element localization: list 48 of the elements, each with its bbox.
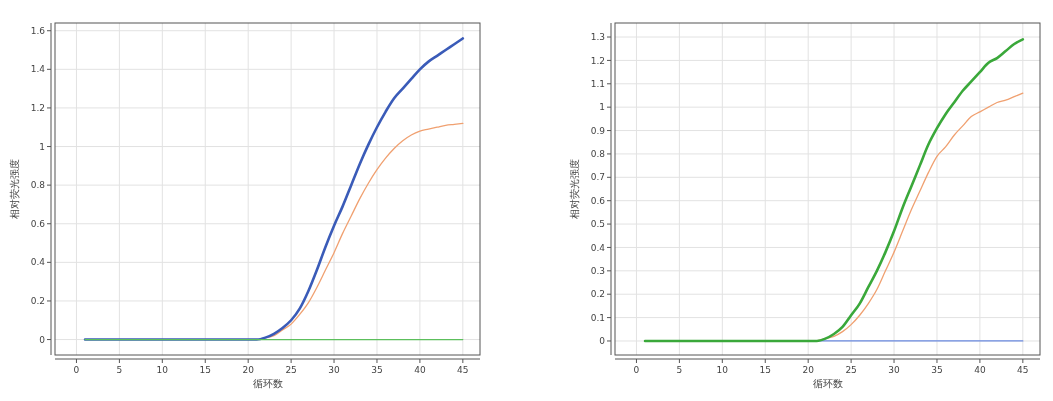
x-tick-label: 10 <box>716 365 729 375</box>
y-axis-title: 相对荧光强度 <box>569 159 580 219</box>
x-tick-label: 40 <box>974 365 986 375</box>
x-tick-label: 15 <box>199 365 211 375</box>
y-tick-label: 1.6 <box>30 25 46 36</box>
y-tick-label: 0.4 <box>590 242 606 253</box>
x-tick-label: 40 <box>414 365 426 375</box>
y-tick-label: 0.2 <box>590 289 605 300</box>
y-tick-label: 0.6 <box>590 195 606 206</box>
y-tick-label: 1 <box>599 102 605 113</box>
line-series <box>643 38 1025 343</box>
x-tick-label: 20 <box>242 365 255 375</box>
y-tick-label: 0.3 <box>590 265 605 276</box>
x-tick-label: 30 <box>328 365 341 375</box>
x-tick-label: 45 <box>1017 365 1029 375</box>
x-tick-label: 25 <box>285 365 297 375</box>
y-tick-label: 0.1 <box>590 312 605 323</box>
y-tick-label: 0.6 <box>30 218 46 229</box>
x-tick-label: 15 <box>759 365 771 375</box>
y-tick-label: 1.3 <box>590 32 605 43</box>
x-axis-title: 循环数 <box>812 378 843 389</box>
y-tick-label: 1.4 <box>30 64 46 75</box>
y-tick-label: 1.2 <box>30 103 45 114</box>
x-tick-label: 35 <box>371 365 383 375</box>
x-tick-label: 45 <box>457 365 469 375</box>
y-tick-label: 0.5 <box>590 219 605 230</box>
y-tick-label: 0.7 <box>590 172 605 183</box>
x-tick-label: 5 <box>116 365 123 375</box>
y-tick-label: 1 <box>39 141 45 152</box>
y-tick-label: 0.9 <box>590 125 606 136</box>
y-tick-label: 0.8 <box>590 149 606 160</box>
x-tick-label: 10 <box>156 365 169 375</box>
x-tick-label: 0 <box>73 365 80 375</box>
y-tick-label: 0.4 <box>30 257 46 268</box>
y-tick-label: 1.2 <box>590 55 605 66</box>
x-tick-label: 5 <box>676 365 683 375</box>
x-axis-title: 循环数 <box>252 378 283 389</box>
x-tick-label: 35 <box>931 365 943 375</box>
x-tick-label: 25 <box>845 365 857 375</box>
x-tick-label: 0 <box>633 365 640 375</box>
y-tick-label: 0 <box>39 334 46 345</box>
x-tick-label: 30 <box>888 365 901 375</box>
y-tick-label: 0 <box>599 336 606 347</box>
y-tick-label: 0.8 <box>30 180 46 191</box>
y-tick-label: 0.2 <box>30 296 45 307</box>
y-axis-title: 相对荧光强度 <box>9 159 20 219</box>
y-tick-label: 1.1 <box>590 78 605 89</box>
x-tick-label: 20 <box>802 365 815 375</box>
